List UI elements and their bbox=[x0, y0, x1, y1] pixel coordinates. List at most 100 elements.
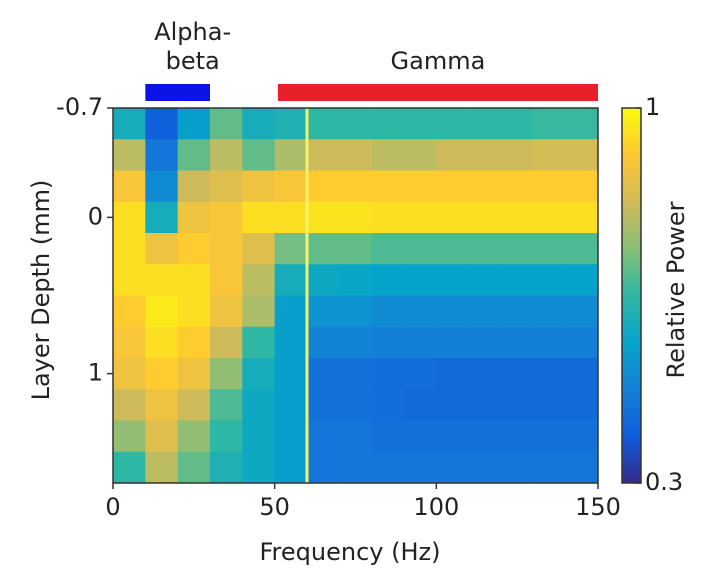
heatmap-cell bbox=[468, 264, 502, 296]
heatmap-cell bbox=[533, 389, 567, 421]
heatmap-cell bbox=[468, 358, 502, 390]
heatmap-cell bbox=[307, 326, 340, 359]
y-tick-label: 0 bbox=[88, 202, 103, 230]
heatmap-cell bbox=[113, 201, 146, 234]
heatmap-cell bbox=[145, 264, 179, 296]
heatmap-cell bbox=[113, 170, 146, 203]
band-bar bbox=[145, 84, 210, 101]
heatmap-cell bbox=[533, 451, 567, 484]
heatmap-cell bbox=[371, 233, 405, 265]
heatmap-cell bbox=[339, 170, 373, 203]
heatmap-cell bbox=[242, 139, 276, 171]
heatmap-cell bbox=[339, 201, 373, 234]
heatmap-cell bbox=[565, 420, 599, 453]
heatmap-cell bbox=[436, 326, 470, 359]
heatmap-cell bbox=[339, 389, 373, 421]
heatmap-cell bbox=[210, 358, 243, 390]
heatmap-cell bbox=[565, 201, 599, 234]
heatmap-cell bbox=[371, 295, 405, 328]
heatmap-cell bbox=[177, 451, 211, 484]
heatmap-cell bbox=[371, 451, 405, 484]
heatmap-cell bbox=[468, 170, 502, 203]
heatmap-cell bbox=[533, 201, 567, 234]
heatmap-cell bbox=[371, 326, 405, 359]
heatmap-cell bbox=[242, 451, 276, 484]
heatmap-cell bbox=[307, 201, 340, 234]
heatmap-cell bbox=[501, 389, 534, 421]
y-tick-label: 1 bbox=[88, 359, 103, 387]
heatmap-cell bbox=[274, 108, 308, 140]
heatmap-cell bbox=[371, 108, 405, 140]
heatmap-cell bbox=[113, 420, 146, 453]
heatmap-cell bbox=[113, 233, 146, 265]
heatmap-cell bbox=[177, 139, 211, 171]
heatmap-cell bbox=[307, 264, 340, 296]
heatmap-cell bbox=[533, 108, 567, 140]
heatmap-cell bbox=[468, 139, 502, 171]
heatmap-cell bbox=[404, 389, 437, 421]
heatmap-cell bbox=[565, 295, 599, 328]
heatmap-cell bbox=[371, 201, 405, 234]
heatmap-cell bbox=[404, 108, 437, 140]
heatmap-cell bbox=[145, 389, 179, 421]
heatmap-cell bbox=[565, 389, 599, 421]
band-label: beta bbox=[166, 47, 220, 75]
heatmap-cell bbox=[113, 358, 146, 390]
heatmap-cell bbox=[565, 264, 599, 296]
heatmap-cell bbox=[242, 326, 276, 359]
heatmap-cell bbox=[307, 108, 340, 140]
x-tick-label: 50 bbox=[259, 493, 290, 521]
heatmap-cell bbox=[501, 201, 534, 234]
heatmap-cell bbox=[436, 451, 470, 484]
heatmap-cell bbox=[436, 358, 470, 390]
heatmap-cell bbox=[145, 233, 179, 265]
heatmap-cell bbox=[468, 451, 502, 484]
heatmap-cell bbox=[210, 326, 243, 359]
heatmap-cell bbox=[242, 201, 276, 234]
heatmap-cell bbox=[501, 139, 534, 171]
heatmap-cell bbox=[565, 139, 599, 171]
heatmap-cell bbox=[468, 201, 502, 234]
heatmap-cell bbox=[145, 201, 179, 234]
heatmap-cell bbox=[339, 326, 373, 359]
heatmap-cell bbox=[274, 326, 308, 359]
heatmap-cell bbox=[145, 295, 179, 328]
heatmap-cell bbox=[468, 389, 502, 421]
heatmap-cell bbox=[274, 358, 308, 390]
heatmap-cell bbox=[274, 420, 308, 453]
heatmap-cell bbox=[242, 389, 276, 421]
heatmap-cell bbox=[210, 451, 243, 484]
y-tick-label: -0.7 bbox=[56, 93, 103, 121]
heatmap-cell bbox=[145, 170, 179, 203]
heatmap-cell bbox=[565, 233, 599, 265]
heatmap-cell bbox=[274, 295, 308, 328]
heatmap-cell bbox=[145, 108, 179, 140]
heatmap-cell bbox=[404, 420, 437, 453]
heatmap-cell bbox=[501, 326, 534, 359]
heatmap-cell bbox=[177, 233, 211, 265]
heatmap-cell bbox=[113, 389, 146, 421]
heatmap-cell bbox=[436, 420, 470, 453]
x-tick-label: 0 bbox=[105, 493, 120, 521]
heatmap-cell bbox=[242, 233, 276, 265]
heatmap-cell bbox=[339, 264, 373, 296]
heatmap-cell bbox=[533, 264, 567, 296]
heatmap-cell bbox=[404, 233, 437, 265]
heatmap-cell bbox=[307, 389, 340, 421]
heatmap-cell bbox=[210, 108, 243, 140]
heatmap-cell bbox=[113, 451, 146, 484]
heatmap-cell bbox=[436, 108, 470, 140]
heatmap-cell bbox=[274, 451, 308, 484]
heatmap-cell bbox=[436, 295, 470, 328]
heatmap-cell bbox=[501, 108, 534, 140]
heatmap-cell bbox=[339, 295, 373, 328]
heatmap-cell bbox=[501, 170, 534, 203]
heatmap-cell bbox=[145, 358, 179, 390]
heatmap-cell bbox=[404, 201, 437, 234]
heatmap-cell bbox=[274, 389, 308, 421]
band-bar bbox=[277, 84, 598, 101]
heatmap-cell bbox=[242, 420, 276, 453]
heatmap-cell bbox=[177, 201, 211, 234]
heatmap-cell bbox=[210, 389, 243, 421]
heatmap-cell bbox=[210, 420, 243, 453]
